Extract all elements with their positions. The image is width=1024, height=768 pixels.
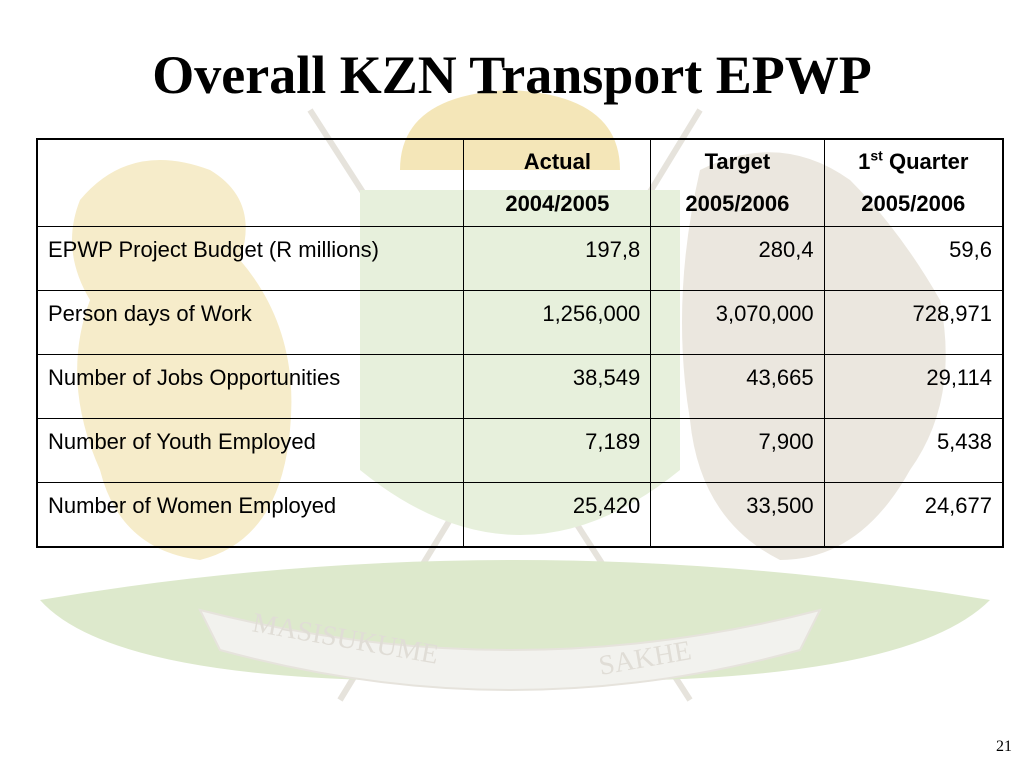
cell-target: 33,500 <box>650 482 825 547</box>
header-target-line2: 2005/2006 <box>685 191 790 216</box>
header-actual-line2: 2004/2005 <box>505 191 610 216</box>
cell-target: 280,4 <box>650 226 825 291</box>
header-target-line1: Target <box>704 149 771 174</box>
cell-actual: 197,8 <box>463 226 652 291</box>
row-label: EPWP Project Budget (R millions) <box>36 226 465 291</box>
header-empty-cell <box>36 138 465 227</box>
cell-actual: 7,189 <box>463 418 652 483</box>
cell-actual: 1,256,000 <box>463 290 652 355</box>
row-label: Number of Youth Employed <box>36 418 465 483</box>
cell-target: 7,900 <box>650 418 825 483</box>
header-actual: Actual 2004/2005 <box>463 138 652 227</box>
table-row: Number of Jobs Opportunities 38,549 43,6… <box>36 354 1004 419</box>
header-first-quarter: 1st Quarter 2005/2006 <box>823 138 1004 227</box>
row-label: Person days of Work <box>36 290 465 355</box>
header-q1-word: Quarter <box>888 149 969 174</box>
motto-ribbon-icon <box>198 608 822 691</box>
header-q1-number: 1 <box>858 149 871 174</box>
cell-target: 3,070,000 <box>650 290 825 355</box>
cell-target: 43,665 <box>650 354 825 419</box>
row-label: Number of Jobs Opportunities <box>36 354 465 419</box>
table-row: Number of Women Employed 25,420 33,500 2… <box>36 482 1004 547</box>
cell-first-quarter: 728,971 <box>823 290 1004 355</box>
header-q1-superscript: st <box>870 147 883 164</box>
cell-first-quarter: 5,438 <box>823 418 1004 483</box>
table-row: Number of Youth Employed 7,189 7,900 5,4… <box>36 418 1004 483</box>
cell-first-quarter: 29,114 <box>823 354 1004 419</box>
slide-title: Overall KZN Transport EPWP <box>152 45 872 105</box>
table-row: EPWP Project Budget (R millions) 197,8 2… <box>36 226 1004 291</box>
header-q1-line2: 2005/2006 <box>861 191 966 216</box>
page-number: 21 <box>996 738 1012 755</box>
table-header-row: Actual 2004/2005 Target 2005/2006 1st Qu… <box>36 138 1004 227</box>
table-row: Person days of Work 1,256,000 3,070,000 … <box>36 290 1004 355</box>
row-label: Number of Women Employed <box>36 482 465 547</box>
cell-first-quarter: 24,677 <box>823 482 1004 547</box>
header-target: Target 2005/2006 <box>650 138 825 227</box>
epwp-table: Actual 2004/2005 Target 2005/2006 1st Qu… <box>36 138 1004 548</box>
header-actual-line1: Actual <box>523 149 591 174</box>
cell-actual: 38,549 <box>463 354 652 419</box>
cell-actual: 25,420 <box>463 482 652 547</box>
cell-first-quarter: 59,6 <box>823 226 1004 291</box>
